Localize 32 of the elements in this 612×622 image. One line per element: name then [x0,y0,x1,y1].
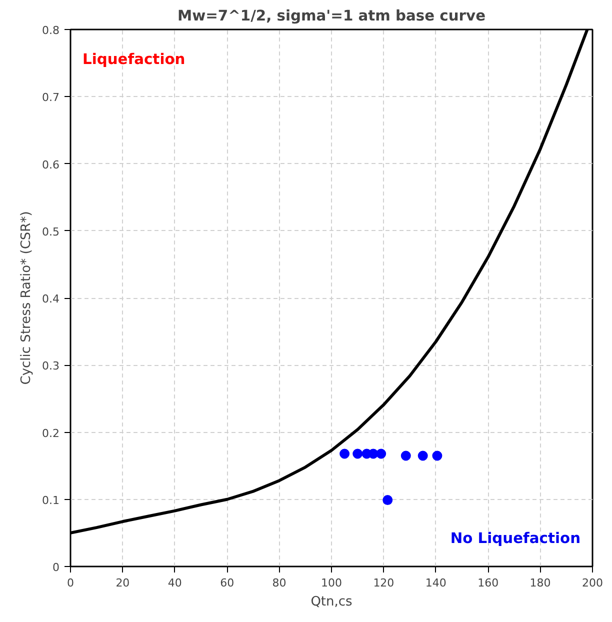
x-tick-label: 80 [272,576,286,590]
x-tick-label: 0 [67,576,74,590]
y-tick-label: 0 [52,561,60,574]
annotation: No Liquefaction [450,530,581,547]
annotation: Liquefaction [82,51,186,68]
y-tick-label: 0.1 [42,494,60,507]
x-tick-label: 140 [425,576,446,590]
point [376,448,386,459]
point [432,450,442,461]
x-axis-title: Qtn,cs [310,594,353,610]
y-tick-label: 0.2 [42,426,60,440]
x-tick-label: 60 [220,576,234,590]
x-tick-label: 100 [321,576,342,590]
y-tick-label: 0.3 [42,360,60,373]
point [382,495,393,506]
x-tick-label: 120 [373,576,394,590]
y-tick-label: 0.7 [42,91,60,104]
x-tick-label: 40 [168,576,182,590]
x-tick-label: 20 [116,576,130,590]
y-tick-label: 0.6 [42,158,60,172]
y-tick-label: 0.8 [42,24,60,37]
x-tick-label: 200 [582,576,603,590]
point [352,448,363,459]
point [340,448,350,459]
y-axis-title: Cyclic Stress Ratio* (CSR*) [19,211,34,385]
x-tick-label: 160 [478,576,499,590]
x-tick-label: 180 [530,576,551,590]
y-tick-label: 0.4 [42,292,60,306]
y-tick-label: 0.5 [42,225,60,238]
point [418,450,428,461]
chart-title: Mw=7^1/2, sigma'=1 atm base curve [177,8,486,24]
point [400,450,411,461]
